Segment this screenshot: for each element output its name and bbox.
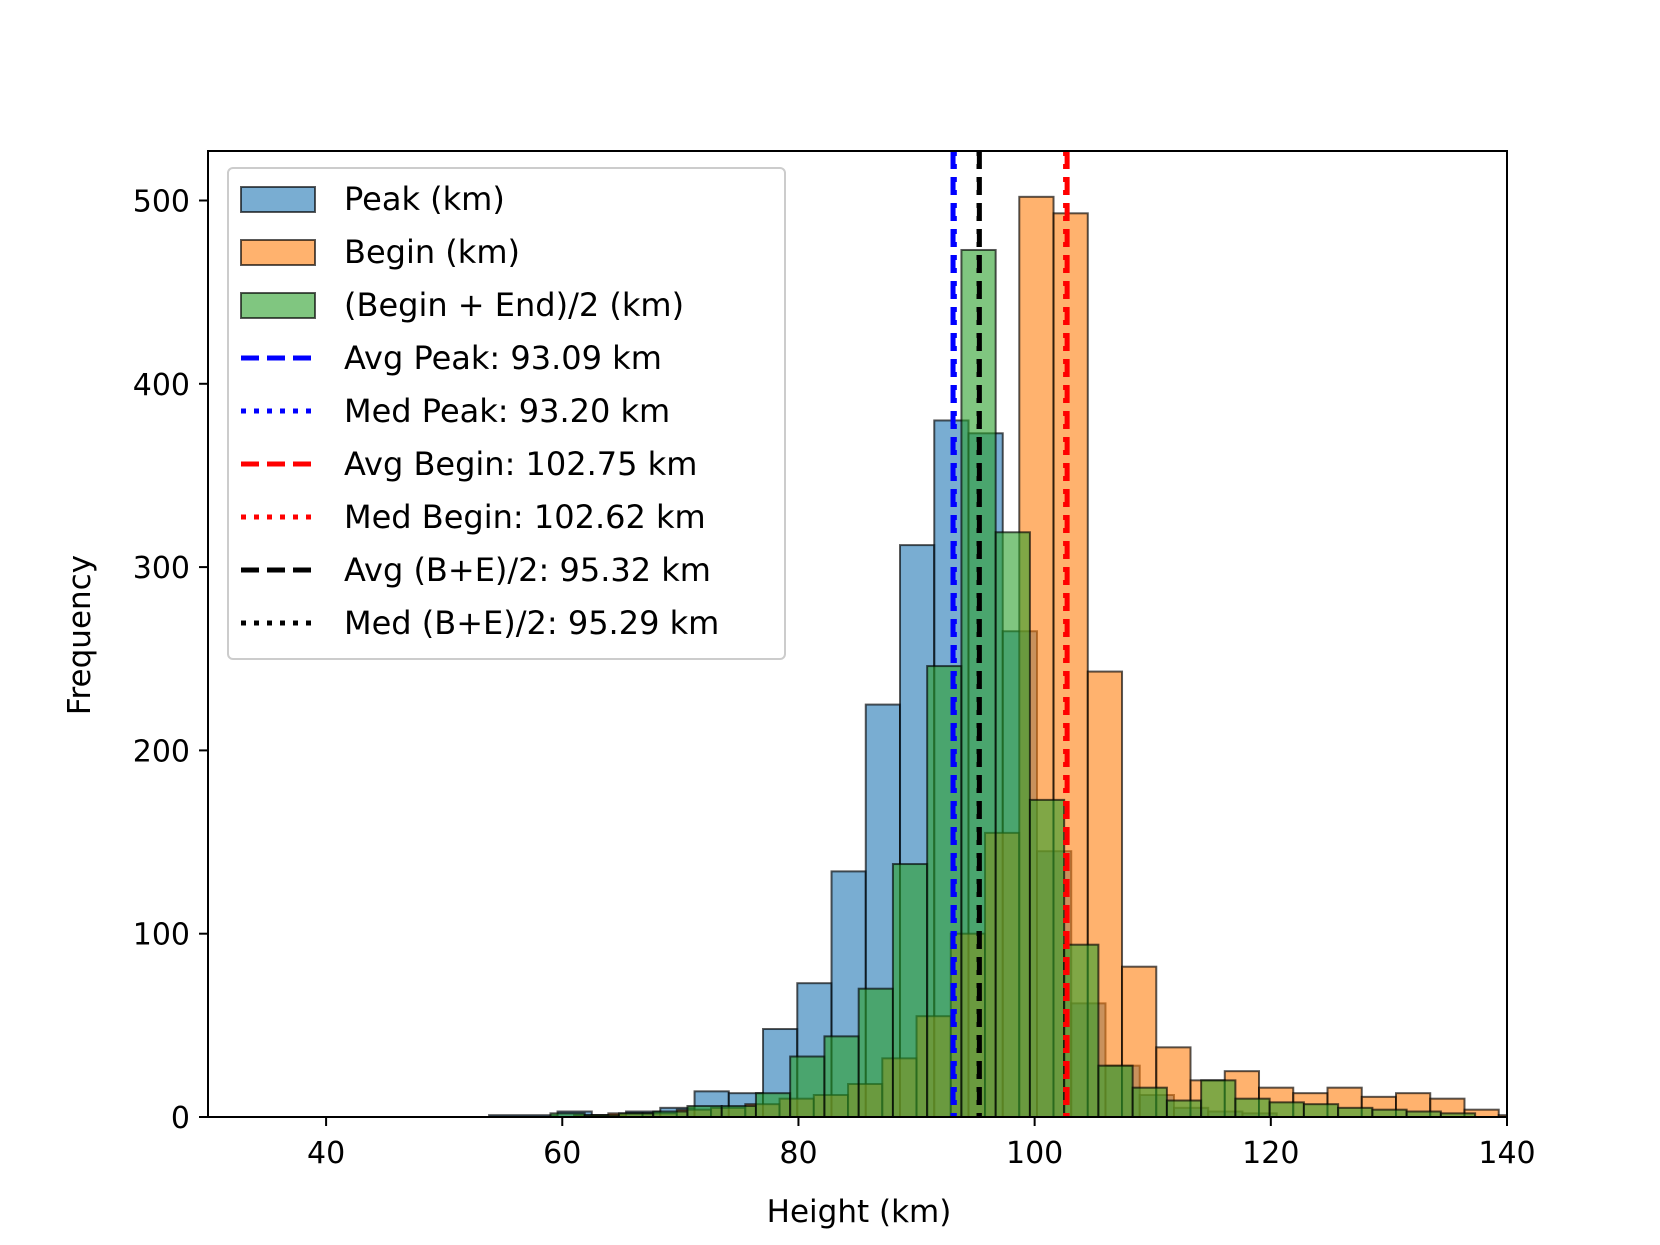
x-axis-label: Height (km) <box>767 1194 952 1230</box>
histogram-bar-series-3 <box>857 987 894 1117</box>
legend-label: Med (B+E)/2: 95.29 km <box>344 604 719 642</box>
x-tick-label: 60 <box>543 1136 581 1171</box>
legend: Peak (km) Begin (km) (Begin + End)/2 (km) A… <box>227 167 786 660</box>
histogram-bar-series-3 <box>720 1105 757 1117</box>
y-tick-label: 200 <box>133 734 190 769</box>
legend-label: Avg Peak: 93.09 km <box>344 339 662 377</box>
y-tick-label: 300 <box>133 551 190 586</box>
histogram-bar-series-3 <box>891 863 929 1117</box>
histogram-bar-series-3 <box>686 1105 723 1117</box>
x-tick-label: 100 <box>1006 1136 1063 1171</box>
y-tick-label: 100 <box>133 918 190 953</box>
histogram-bar-series-3 <box>823 1035 860 1117</box>
legend-label: (Begin + End)/2 (km) <box>344 286 684 324</box>
histogram-bar-series-3 <box>994 531 1031 1117</box>
y-tick-label: 500 <box>133 184 190 219</box>
histogram-bar-series-3 <box>1371 1108 1408 1117</box>
x-tick-label: 120 <box>1242 1136 1299 1171</box>
legend-swatch <box>240 186 316 213</box>
legend-label: Avg (B+E)/2: 95.32 km <box>344 551 711 589</box>
histogram-bar-series-3 <box>754 1092 792 1117</box>
histogram-bar-series-3 <box>1097 1064 1134 1117</box>
histogram-bar-series-3 <box>1165 1099 1203 1117</box>
legend-swatch <box>240 239 316 266</box>
x-tick-label: 40 <box>307 1136 345 1171</box>
legend-box <box>227 167 786 660</box>
x-axis-ticks: 40 60 80 100 120 140 <box>307 1117 1536 1171</box>
histogram-bar-series-3 <box>1234 1097 1271 1117</box>
histogram-bar-series-3 <box>789 1055 826 1117</box>
legend-label: Avg Begin: 102.75 km <box>344 445 697 483</box>
reference-lines <box>950 151 1070 1117</box>
y-tick-label: 0 <box>171 1101 190 1136</box>
histogram-bar-series-3 <box>1268 1101 1305 1117</box>
x-tick-label: 140 <box>1478 1136 1535 1171</box>
histogram-bar-series-3 <box>1131 1086 1168 1117</box>
histogram-bar-series-3 <box>1302 1103 1340 1117</box>
histogram-bar-series-3 <box>1063 943 1100 1117</box>
y-axis-label: Frequency <box>62 555 98 715</box>
histogram-bar-series-3 <box>1028 798 1066 1117</box>
legend-label: Begin (km) <box>344 233 520 271</box>
plot-frame <box>207 150 1508 1118</box>
legend-label: Med Peak: 93.20 km <box>344 392 670 430</box>
histogram-bar-series-3 <box>1200 1079 1237 1117</box>
legend-label: Med Begin: 102.62 km <box>344 498 706 536</box>
legend-swatch <box>240 292 316 319</box>
histogram-bar-series-3 <box>1439 1112 1477 1117</box>
legend-label: Peak (km) <box>344 180 505 218</box>
y-tick-label: 400 <box>133 368 190 403</box>
y-axis-ticks: 0 100 200 300 400 500 <box>133 184 208 1136</box>
histogram-bar-series-3 <box>1337 1106 1374 1117</box>
x-tick-label: 80 <box>779 1136 817 1171</box>
